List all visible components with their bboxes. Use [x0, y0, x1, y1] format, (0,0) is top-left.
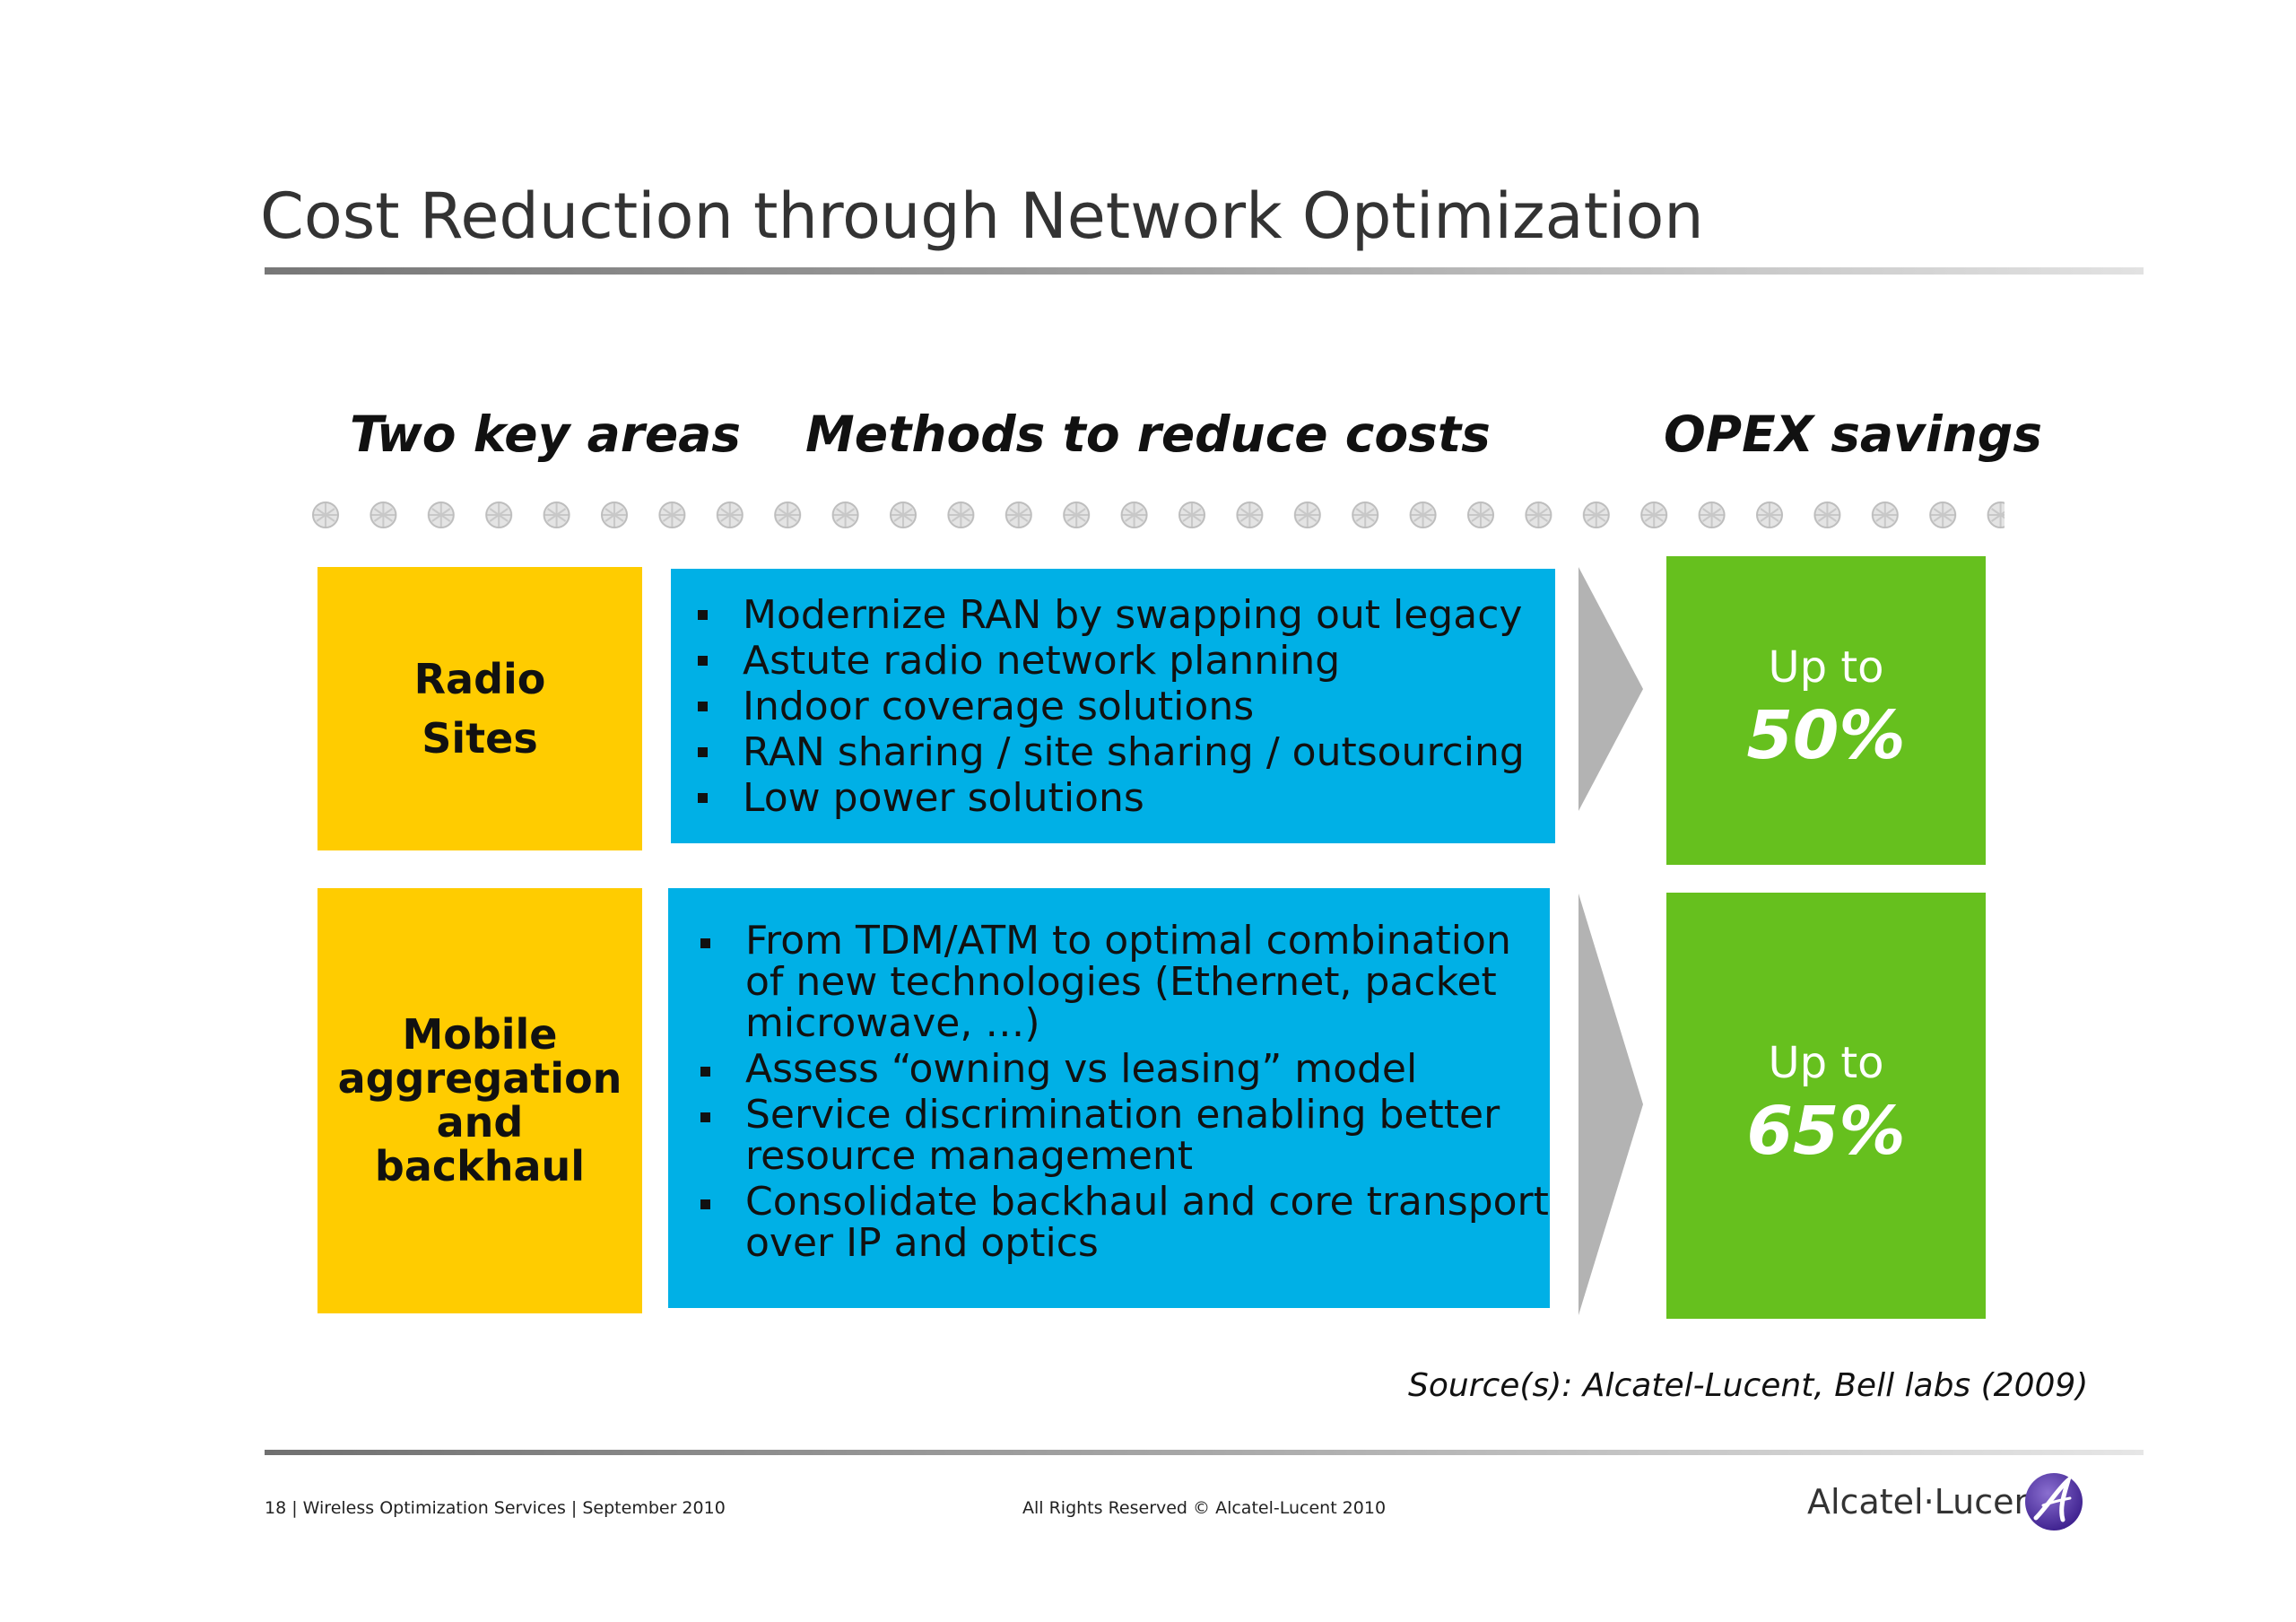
- dotted-divider: [309, 495, 2005, 535]
- method-item: Service discrimination enabling better r…: [700, 1094, 1550, 1177]
- method-item: Modernize RAN by swapping out legacy: [698, 592, 1555, 638]
- area-label-line: Radio: [413, 655, 546, 703]
- method-item: RAN sharing / site sharing / outsourcing: [698, 729, 1555, 775]
- footer-divider: [265, 1450, 2144, 1455]
- column-heading-methods: Methods to reduce costs: [805, 406, 1491, 463]
- method-item: Consolidate backhaul and core transport …: [700, 1182, 1550, 1264]
- savings-prefix: Up to: [1768, 642, 1884, 693]
- savings-mobile-backhaul: Up to 65%: [1666, 893, 1986, 1319]
- method-item: Indoor coverage solutions: [698, 684, 1555, 729]
- column-heading-areas: Two key areas: [350, 406, 741, 463]
- area-label-line: and: [436, 1098, 524, 1147]
- chevron-right-icon: [1578, 894, 1643, 1315]
- footer-page-info: 18 | Wireless Optimization Services | Se…: [265, 1498, 726, 1518]
- chevron-right-icon: [1578, 567, 1643, 811]
- savings-value: 50%: [1746, 697, 1906, 774]
- column-heading-savings: OPEX savings: [1664, 406, 2043, 463]
- area-label-line: Sites: [422, 714, 538, 763]
- footer-copyright: All Rights Reserved © Alcatel-Lucent 201…: [1022, 1498, 1387, 1518]
- title-divider: [265, 267, 2144, 275]
- savings-prefix: Up to: [1768, 1037, 1884, 1088]
- savings-radio-sites: Up to 50%: [1666, 556, 1986, 865]
- area-label-line: Mobile: [402, 1010, 558, 1059]
- savings-value: 65%: [1746, 1092, 1906, 1170]
- methods-radio-sites: Modernize RAN by swapping out legacy Ast…: [671, 569, 1555, 843]
- area-radio-sites: Radio Sites: [317, 567, 642, 850]
- method-item: Low power solutions: [698, 775, 1555, 821]
- slide-title: Cost Reduction through Network Optimizat…: [260, 179, 1704, 253]
- logo-wordmark: Alcatel·Lucent: [1807, 1482, 2049, 1522]
- area-mobile-backhaul: Mobile aggregation and backhaul: [317, 888, 642, 1313]
- method-item: Assess “owning vs leasing” model: [700, 1049, 1550, 1090]
- alcatel-lucent-logo-icon: [2025, 1473, 2083, 1530]
- method-item: Astute radio network planning: [698, 638, 1555, 684]
- source-note: Source(s): Alcatel-Lucent, Bell labs (20…: [1408, 1367, 2089, 1404]
- methods-mobile-backhaul: From TDM/ATM to optimal combination of n…: [668, 888, 1550, 1308]
- area-label-line: backhaul: [374, 1142, 586, 1190]
- area-label-line: aggregation: [337, 1054, 622, 1103]
- method-item: From TDM/ATM to optimal combination of n…: [700, 920, 1550, 1044]
